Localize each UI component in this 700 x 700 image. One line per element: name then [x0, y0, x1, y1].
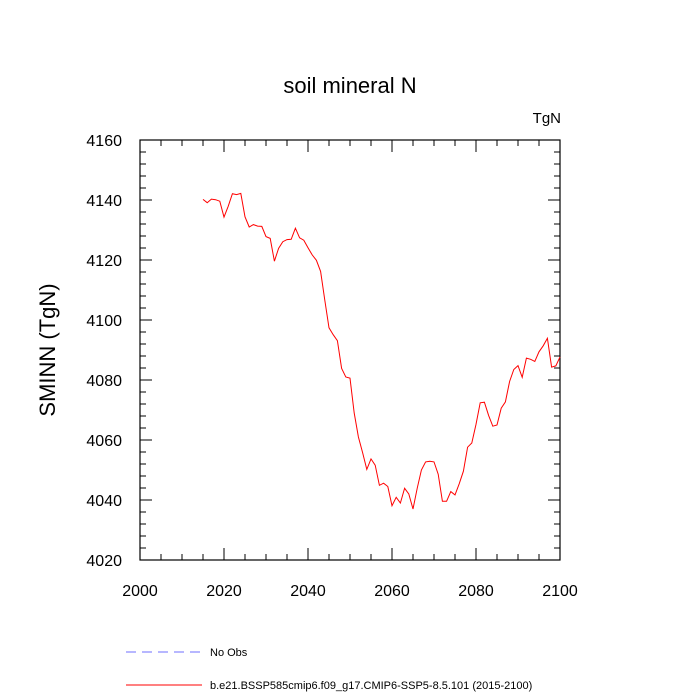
y-axis-label: SMINN (TgN) [35, 283, 60, 416]
series-layer [202, 192, 561, 510]
units-label: TgN [533, 110, 561, 127]
axis-ticks [139, 139, 561, 561]
series-line-0 [202, 192, 561, 510]
x-tick-label: 2060 [374, 583, 410, 600]
legend-label: b.e21.BSSP585cmip6.f09_g17.CMIP6-SSP5-8.… [210, 680, 532, 692]
legend: No Obs b.e21.BSSP585cmip6.f09_g17.CMIP6-S… [126, 647, 532, 692]
plot-frame [139, 139, 561, 561]
x-tick-label: 2080 [458, 583, 494, 600]
y-tick-label: 4040 [86, 493, 122, 510]
x-tick-label: 2000 [122, 583, 158, 600]
y-tick-label: 4100 [86, 313, 122, 330]
x-tick-label: 2040 [290, 583, 326, 600]
x-tick-label: 2020 [206, 583, 242, 600]
y-tick-label: 4080 [86, 373, 122, 390]
y-tick-label: 4140 [86, 193, 122, 210]
legend-label: No Obs [210, 647, 248, 659]
x-tick-label: 2100 [542, 583, 578, 600]
y-tick-label: 4160 [86, 133, 122, 150]
y-tick-label: 4020 [86, 553, 122, 570]
y-tick-label: 4060 [86, 433, 122, 450]
tick-labels: 2000 2020 2040 2060 2080 2100 4020 4040 4060 4080… [86, 133, 577, 600]
chart-title: soil mineral N [283, 73, 416, 98]
y-tick-label: 4120 [86, 253, 122, 270]
